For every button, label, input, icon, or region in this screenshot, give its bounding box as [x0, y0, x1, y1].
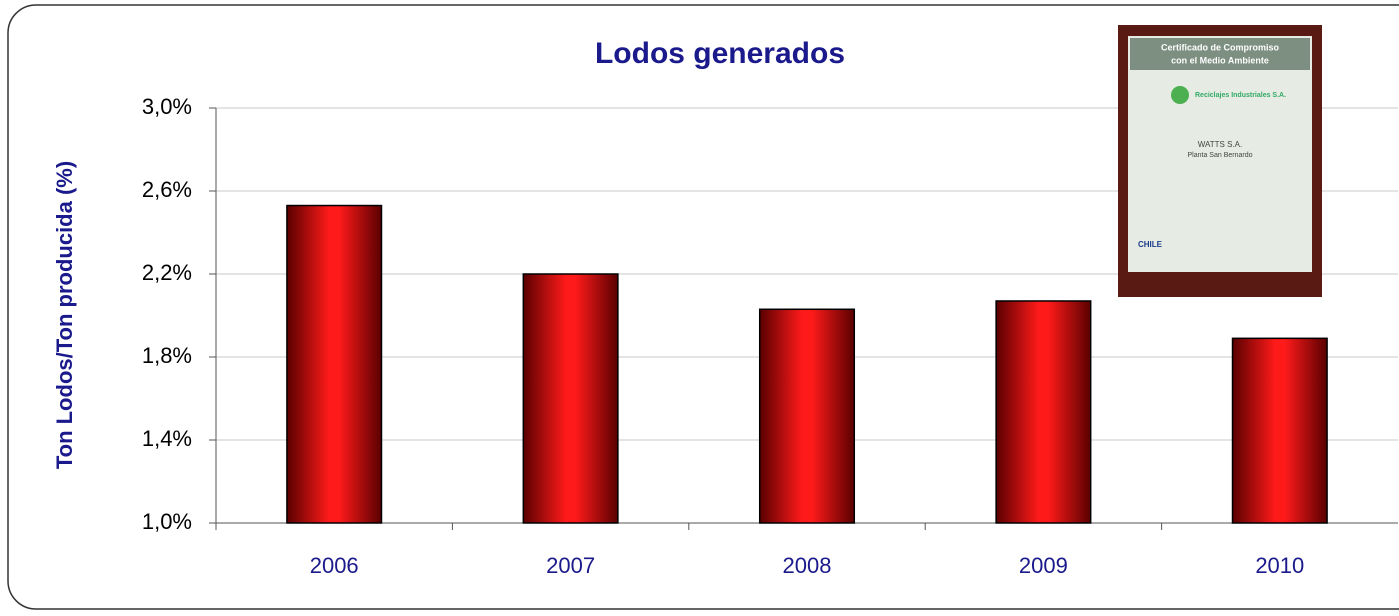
certificate-issuer: Reciclajes Industriales S.A. [1195, 92, 1286, 99]
y-tick-label: 1,4% [142, 426, 192, 451]
recycle-icon [1171, 86, 1189, 104]
y-tick-label: 1,0% [142, 509, 192, 534]
certificate-company: WATTS S.A. [1198, 140, 1242, 149]
certificate: Certificado de Compromiso con el Medio A… [1118, 25, 1322, 297]
certificate-plant: Planta San Bernardo [1188, 152, 1253, 159]
certificate-paper [1128, 36, 1312, 272]
bar [286, 204, 383, 524]
certificate-country: CHILE [1138, 240, 1163, 249]
bar [995, 300, 1092, 524]
certificate-subtitle: con el Medio Ambiente [1171, 55, 1269, 65]
x-tick-label: 2008 [783, 553, 832, 578]
chart-title: Lodos generados [595, 37, 845, 70]
x-tick-label: 2006 [310, 553, 359, 578]
x-tick-label: 2010 [1255, 553, 1304, 578]
y-axis-label: Ton Lodos/Ton producida (%) [52, 161, 77, 469]
y-tick-label: 3,0% [142, 94, 192, 119]
certificate-header [1130, 38, 1310, 70]
certificate-title: Certificado de Compromiso [1161, 42, 1280, 52]
x-tick-label: 2009 [1019, 553, 1068, 578]
x-tick-label: 2007 [546, 553, 595, 578]
y-tick-label: 2,6% [142, 177, 192, 202]
bar [522, 273, 619, 524]
y-tick-label: 1,8% [142, 343, 192, 368]
bar [1231, 337, 1328, 524]
y-tick-label: 2,2% [142, 260, 192, 285]
bar [758, 308, 856, 524]
